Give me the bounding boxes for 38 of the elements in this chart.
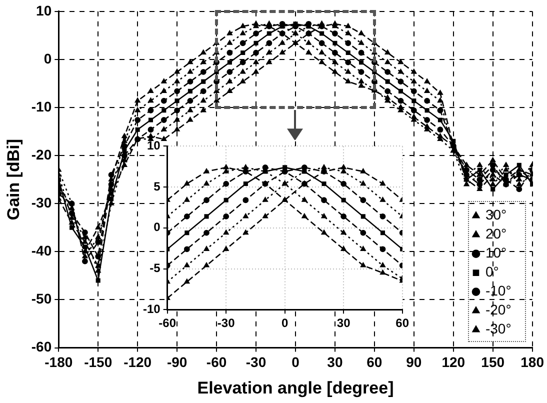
y-tick-label: 0 — [44, 50, 52, 66]
y-tick-label: -60 — [31, 338, 52, 355]
y-tick-label: -50 — [31, 290, 52, 307]
y-tick-label: -30 — [31, 194, 52, 210]
x-tick-label: 120 — [442, 354, 466, 370]
legend-label: 30° — [485, 206, 507, 223]
x-tick-label: 30 — [327, 354, 343, 370]
x-tick-label: -150 — [84, 354, 112, 370]
x-tick-label: -30 — [246, 354, 266, 370]
y-tick-label: 10 — [146, 138, 161, 153]
legend-label: -10° — [485, 282, 512, 299]
x-tick-label: 0 — [281, 316, 288, 330]
x-tick-label: 60 — [366, 354, 382, 370]
legend-label: -20° — [485, 302, 512, 318]
x-tick-label: 0 — [292, 354, 300, 370]
x-tick-label: -30 — [217, 316, 236, 330]
y-tick-label: 0 — [154, 220, 161, 234]
legend-label: 0° — [485, 264, 499, 280]
x-tick-label: 30 — [336, 316, 351, 330]
legend-label: -30° — [485, 320, 512, 337]
y-axis-title: Gain [dBi] — [4, 138, 23, 220]
x-tick-label: 60 — [396, 316, 410, 330]
x-tick-label: 90 — [406, 354, 422, 370]
y-tick-label: -5 — [150, 261, 161, 276]
legend-label: 20° — [485, 226, 507, 242]
y-tick-label: -10 — [31, 98, 52, 114]
x-tick-label: 150 — [481, 354, 505, 370]
y-tick-label: -20 — [31, 146, 52, 162]
x-axis-title: Elevation angle [degree] — [197, 378, 394, 398]
x-tick-label: 180 — [520, 354, 544, 370]
y-tick-label: 5 — [154, 179, 161, 194]
y-tick-label: 10 — [36, 2, 52, 18]
x-tick-label: -180 — [44, 354, 73, 370]
x-tick-label: -90 — [166, 354, 188, 370]
x-tick-label: -60 — [206, 354, 227, 370]
y-tick-label: -10 — [143, 302, 161, 316]
x-tick-label: -120 — [124, 354, 152, 370]
y-tick-label: -40 — [31, 242, 52, 259]
